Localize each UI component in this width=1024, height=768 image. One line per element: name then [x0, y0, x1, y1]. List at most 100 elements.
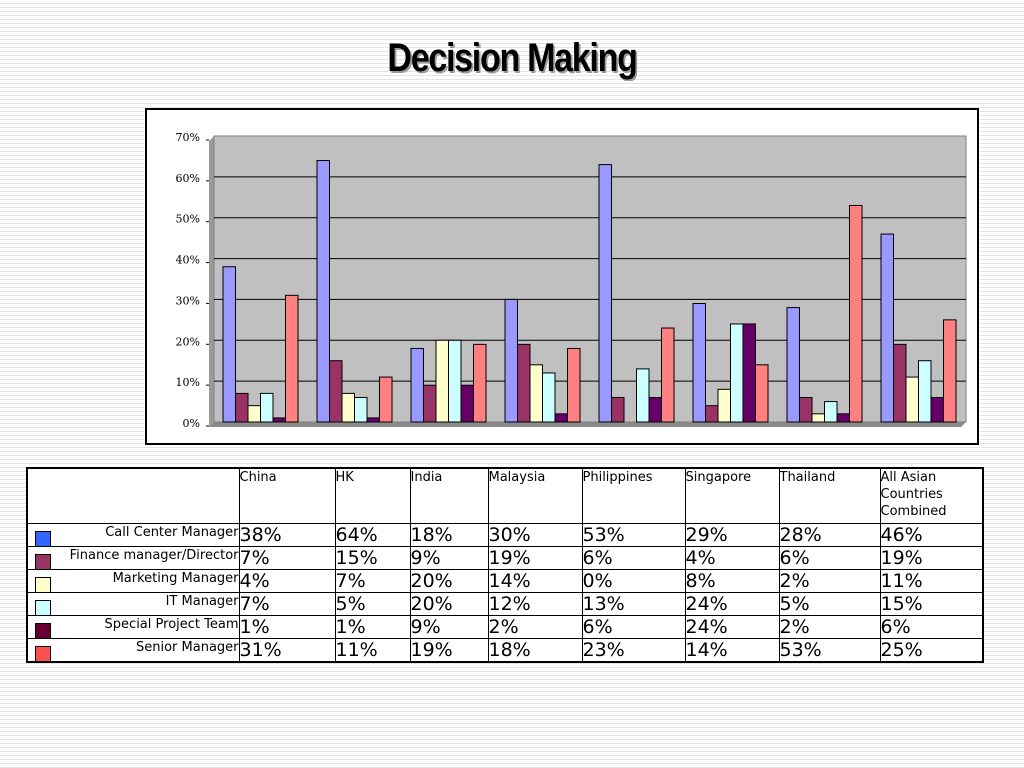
page-title: Decision Making — [387, 36, 637, 80]
value-cell: 7% — [334, 568, 411, 593]
value-cell: 18% — [409, 522, 489, 547]
value-cell: 15% — [879, 591, 984, 616]
value-cell: 6% — [778, 545, 881, 570]
bar-call-center-manager — [786, 307, 800, 423]
bar-marketing-manager — [247, 405, 261, 423]
bar-call-center-manager — [598, 164, 612, 423]
legend-swatch — [35, 530, 51, 547]
y-tick-label: 0% — [183, 417, 200, 430]
bar-senior-manager — [849, 204, 863, 423]
value-cell: 6% — [581, 545, 686, 570]
value-cell: 13% — [581, 591, 686, 616]
value-cell: 64% — [334, 522, 411, 547]
value-cell: 30% — [487, 522, 583, 547]
column-header: All Asian Countries Combined — [879, 467, 984, 524]
row-label: Call Center Manager — [105, 524, 239, 540]
column-header: Singapore — [684, 467, 780, 524]
value-cell: 7% — [238, 545, 336, 570]
table-row: Call Center Manager 38% 64% 18% 30% 53% 29% 28%… — [26, 522, 984, 547]
value-cell: 19% — [409, 637, 489, 662]
chart-frame: 0% 10% 20% 30% 40% 50% 60% 70% — [145, 108, 979, 445]
bar-senior-manager — [473, 343, 487, 423]
bar-senior-manager — [661, 327, 675, 423]
bar-special-project-team — [460, 384, 474, 423]
bar-it-manager — [354, 396, 368, 423]
plot-side-wall — [209, 136, 214, 427]
row-label-cell: Finance manager/Director — [26, 545, 240, 570]
value-cell: 46% — [879, 522, 984, 547]
bar-senior-manager — [379, 376, 393, 423]
table-corner-cell — [26, 467, 240, 524]
value-cell: 24% — [684, 591, 780, 616]
bar-senior-manager — [285, 294, 299, 423]
column-header: China — [238, 467, 336, 524]
y-tick-label: 70% — [176, 131, 200, 144]
legend-swatch — [35, 553, 51, 570]
bar-finance-manager-director — [423, 384, 437, 423]
value-cell: 2% — [778, 568, 881, 593]
bar-finance-manager-director — [893, 343, 907, 423]
value-cell: 4% — [684, 545, 780, 570]
value-cell: 11% — [879, 568, 984, 593]
y-tick-label: 20% — [176, 335, 200, 348]
y-tick-label: 10% — [176, 376, 200, 389]
value-cell: 25% — [879, 637, 984, 662]
bar-call-center-manager — [222, 266, 236, 423]
row-label-cell: Marketing Manager — [26, 568, 240, 593]
bar-call-center-manager — [504, 298, 518, 423]
value-cell: 29% — [684, 522, 780, 547]
value-cell: 14% — [684, 637, 780, 662]
bar-call-center-manager — [880, 233, 894, 423]
row-label-cell: Special Project Team — [26, 614, 240, 639]
bar-finance-manager-director — [517, 343, 531, 423]
value-cell: 4% — [238, 568, 336, 593]
row-label: Special Project Team — [104, 616, 239, 632]
data-table: China HK India Malaysia Philippines Singapore… — [26, 467, 984, 663]
column-header: India — [409, 467, 489, 524]
bar-it-manager — [824, 401, 838, 423]
bar-special-project-team — [554, 413, 568, 423]
column-header: Malaysia — [487, 467, 583, 524]
bar-special-project-team — [366, 417, 380, 423]
column-header: Philippines — [581, 467, 686, 524]
value-cell: 9% — [409, 545, 489, 570]
row-label: Finance manager/Director — [69, 547, 239, 563]
legend-swatch — [35, 599, 51, 616]
table-row: Finance manager/Director 7% 15% 9% 19% 6% 4% 6%… — [26, 545, 984, 570]
value-cell: 5% — [778, 591, 881, 616]
bar-it-manager — [918, 360, 932, 423]
y-tick-label: 40% — [176, 254, 200, 267]
bar-it-manager — [730, 323, 744, 423]
bar-chart: 0% 10% 20% 30% 40% 50% 60% 70% — [176, 131, 967, 430]
value-cell: 12% — [487, 591, 583, 616]
value-cell: 2% — [778, 614, 881, 639]
value-cell: 14% — [487, 568, 583, 593]
bar-senior-manager — [567, 347, 581, 423]
row-label: Senior Manager — [135, 639, 239, 655]
value-cell: 9% — [409, 614, 489, 639]
value-cell: 6% — [879, 614, 984, 639]
bar-marketing-manager — [905, 376, 919, 423]
bar-finance-manager-director — [799, 396, 813, 423]
bar-marketing-manager — [717, 388, 731, 423]
bar-marketing-manager — [811, 413, 825, 423]
value-cell: 53% — [581, 522, 686, 547]
legend-swatch — [35, 622, 51, 639]
value-cell: 31% — [238, 637, 336, 662]
bar-special-project-team — [930, 396, 944, 423]
y-tick-label: 50% — [176, 213, 200, 226]
legend-swatch — [35, 576, 51, 593]
value-cell: 1% — [334, 614, 411, 639]
bar-finance-manager-director — [611, 396, 625, 423]
bar-special-project-team — [272, 417, 286, 423]
bar-senior-manager — [755, 364, 769, 423]
value-cell: 7% — [238, 591, 336, 616]
value-cell: 19% — [879, 545, 984, 570]
bar-it-manager — [448, 339, 462, 423]
column-header: Thailand — [778, 467, 881, 524]
bar-marketing-manager — [341, 392, 355, 423]
bar-special-project-team — [648, 396, 662, 423]
table-row: Special Project Team 1% 1% 9% 2% 6% 24% 2% 6% — [26, 614, 984, 639]
bar-call-center-manager — [316, 160, 330, 423]
row-label-cell: Call Center Manager — [26, 522, 240, 547]
